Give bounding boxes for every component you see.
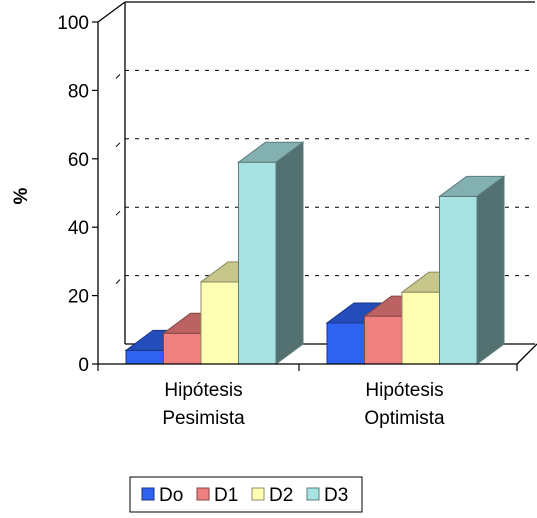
- bar-d3-side: [476, 175, 505, 365]
- bar-d2-front: [401, 291, 440, 365]
- legend-label-d1: D1: [214, 485, 238, 506]
- y-tick-label: 20: [68, 287, 89, 308]
- bar-d2-front: [200, 281, 239, 365]
- bar-do-front: [326, 322, 365, 365]
- left-wall-grid-tick: [115, 279, 121, 284]
- legend-label-d3: D3: [324, 485, 348, 506]
- y-tick-label: 100: [57, 13, 89, 34]
- floor-right-edge: [516, 343, 537, 365]
- x-category-label: Pesimista: [162, 408, 245, 429]
- y-tick-label: 60: [68, 150, 89, 171]
- bar-d3-front: [238, 161, 277, 365]
- bars-group: [124, 141, 506, 365]
- legend-swatch-do: [141, 487, 155, 501]
- x-category-label: Optimista: [364, 408, 445, 429]
- left-wall-grid-tick: [115, 210, 121, 216]
- left-wall-grid-tick: [115, 74, 121, 79]
- y-axis-title: %: [11, 187, 32, 204]
- y-tick-label: 40: [68, 218, 89, 239]
- x-category-label: Hipótesis: [164, 380, 242, 401]
- y-tick-label: 80: [68, 81, 89, 102]
- legend-swatch-d2: [251, 487, 265, 501]
- x-category-label: Hipótesis: [365, 380, 443, 401]
- bar-d3-front: [439, 195, 478, 365]
- left-wall-grid-tick: [115, 142, 121, 148]
- legend: Do D1 D2 D3: [129, 476, 363, 513]
- legend-box: [129, 476, 363, 513]
- legend-swatch-d3: [306, 487, 320, 501]
- legend-label-do: Do: [159, 485, 183, 506]
- y-tick-label: 0: [78, 355, 89, 376]
- bar-do-front: [125, 349, 164, 365]
- bar-d3-side: [275, 141, 304, 365]
- bar-d1-front: [364, 315, 403, 365]
- legend-swatch-d1: [196, 487, 210, 501]
- y-axis-top-depth: [97, 1, 126, 23]
- legend-label-d2: D2: [269, 485, 293, 506]
- bar-d1-front: [163, 332, 202, 365]
